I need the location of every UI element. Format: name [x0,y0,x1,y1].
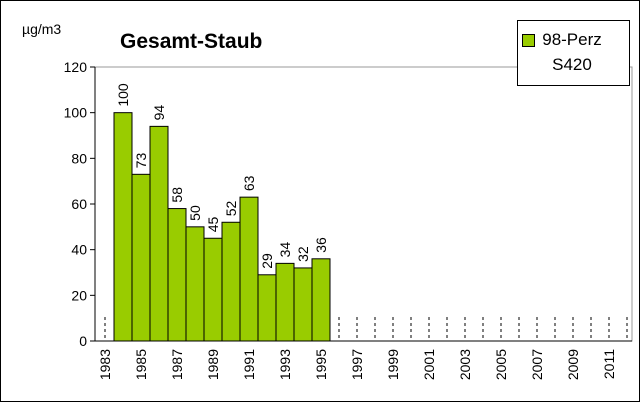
value-label: 32 [295,246,311,262]
bar [275,262,295,342]
value-label: 100 [115,83,131,107]
bar [131,173,151,342]
y-tick-label: 120 [64,59,88,75]
bar [221,221,241,342]
x-tick-label: 1989 [205,349,221,380]
x-tick-label: 2009 [565,349,581,380]
bar [149,125,169,342]
value-label: 45 [205,216,221,232]
x-tick-label: 2005 [493,349,509,380]
value-label: 34 [277,242,293,258]
y-tick-label: 20 [71,287,87,303]
x-tick-label: 1987 [169,349,185,380]
legend-label: 98-Perz S420 [542,30,602,74]
x-tick-label: 1995 [313,349,329,380]
y-axis-label: µg/m3 [22,21,61,37]
x-tick-label: 2011 [601,349,617,379]
x-tick-label: 1997 [349,349,365,380]
bar [203,237,223,342]
x-tick-label: 1999 [385,349,401,380]
y-tick-label: 0 [79,333,87,349]
bar [293,267,313,342]
value-label: 58 [169,187,185,203]
bar [311,258,331,342]
x-tick-label: 2003 [457,349,473,380]
bar [185,226,205,342]
bar [167,208,187,342]
legend-swatch [522,34,535,47]
x-tick-label: 2007 [529,349,545,380]
x-tick-label: 2001 [421,349,437,380]
value-label: 52 [223,200,239,216]
x-tick-label: 1993 [277,349,293,380]
bar [239,196,259,342]
x-tick-label: 1985 [133,349,149,380]
value-label: 63 [241,175,257,191]
y-tick-label: 40 [71,242,87,258]
bar [257,274,277,342]
y-tick-label: 80 [71,150,87,166]
chart-title: Gesamt-Staub [120,30,262,53]
value-label: 50 [187,205,203,221]
value-label: 36 [313,237,329,253]
x-tick-label: 1991 [241,349,257,380]
legend: 98-Perz S420 [517,20,630,86]
bar [113,112,133,342]
value-label: 73 [133,153,149,169]
value-label: 29 [259,253,275,269]
y-tick-label: 60 [71,196,87,212]
value-label: 94 [151,105,167,121]
y-tick-label: 100 [64,105,88,121]
x-tick-label: 1983 [97,349,113,380]
